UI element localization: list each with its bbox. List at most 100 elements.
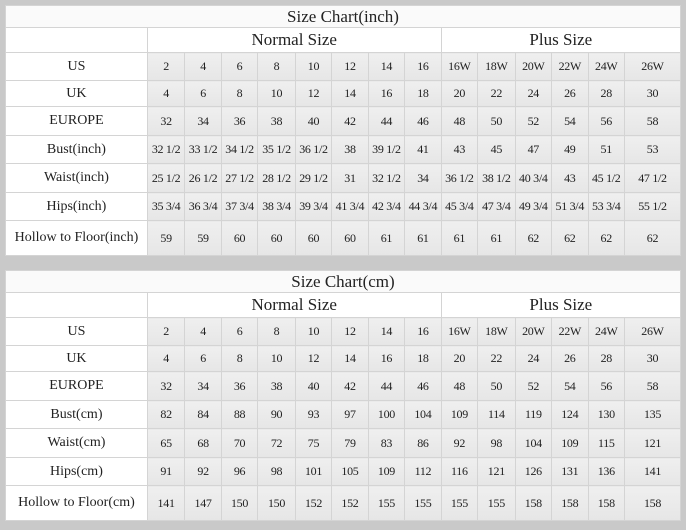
table-cell: 44	[367, 371, 406, 401]
table-cell: 27 1/2	[220, 163, 259, 193]
table-cell: 36 1/2	[294, 135, 333, 164]
table-cell: 75	[294, 428, 333, 458]
header-blank-cell	[5, 292, 148, 318]
table-cell: 59	[146, 220, 186, 256]
table-cell: 28	[587, 345, 626, 372]
row-label: Hollow to Floor(inch)	[5, 220, 148, 256]
table-cell: 35 3/4	[146, 192, 186, 221]
table-cell: 90	[257, 400, 296, 429]
table-cell: 38	[331, 135, 369, 164]
table-cell: 50	[477, 106, 516, 136]
table-cell: 58	[623, 106, 682, 136]
table-cell: 10	[257, 345, 296, 372]
title-row: Size Chart(cm)	[5, 270, 681, 293]
table-cell: 60	[294, 220, 333, 256]
table-cell: 49	[551, 135, 589, 164]
table-cell: 30	[623, 80, 682, 107]
table-cell: 26	[551, 80, 589, 107]
table-cell: 16W	[440, 317, 479, 346]
table-cell: 12	[294, 80, 333, 107]
table-row: Waist(inch) 25 1/2 26 1/2 27 1/2 28 1/2 29 1/…	[5, 163, 682, 193]
table-cell: 34	[184, 106, 222, 136]
table-row: US 2 4 6 8 10 12 14 16 16W 18W 20W 22W 24W 26W	[5, 317, 681, 346]
table-cell: 14	[331, 345, 369, 372]
table-cell: 34	[404, 163, 442, 193]
table-cell: 150	[257, 485, 296, 521]
table-cell: 101	[294, 457, 333, 486]
table-row: Waist(cm) 65 68 70 72 75 79 83 86 92 98 104 109 115 12…	[5, 428, 681, 458]
group-header-row: Normal Size Plus Size	[5, 27, 682, 53]
table-cell: 2	[146, 52, 186, 81]
table-cell: 50	[477, 371, 516, 401]
row-label: US	[5, 317, 148, 346]
table-cell: 18W	[477, 317, 516, 346]
table-cell: 114	[477, 400, 516, 429]
table-cell: 24	[514, 80, 553, 107]
table-cell: 61	[477, 220, 516, 256]
table-cell: 92	[440, 428, 479, 458]
table-cell: 37 3/4	[220, 192, 259, 221]
table-cell: 147	[184, 485, 222, 521]
table-cell: 12	[294, 345, 333, 372]
table-cell: 45	[477, 135, 516, 164]
table-cell: 150	[220, 485, 259, 521]
table-cell: 135	[624, 400, 681, 429]
table-cell: 44	[367, 106, 406, 136]
table-cell: 91	[146, 457, 186, 486]
table-cell: 104	[514, 428, 553, 458]
table-cell: 43	[440, 135, 479, 164]
table-cell: 158	[551, 485, 589, 521]
table-cell: 84	[184, 400, 222, 429]
table-cell: 6	[220, 317, 259, 346]
table-cell: 72	[257, 428, 296, 458]
table-cell: 38 1/2	[477, 163, 516, 193]
table-cell: 24	[514, 345, 553, 372]
table-cell: 105	[331, 457, 369, 486]
table-cell: 29 1/2	[294, 163, 333, 193]
table-cell: 4	[184, 317, 222, 346]
table-cell: 47 3/4	[477, 192, 516, 221]
table-cell: 20	[440, 80, 479, 107]
table-cell: 119	[514, 400, 553, 429]
row-label: Bust(cm)	[5, 400, 148, 429]
table-cell: 8	[220, 345, 259, 372]
table-cell: 10	[257, 80, 296, 107]
table-row: EUROPE 32 34 36 38 40 42 44 46 48 50 52 54 56 58	[5, 106, 682, 136]
table-cell: 48	[440, 106, 479, 136]
table-cell: 88	[220, 400, 259, 429]
group-header-row: Normal Size Plus Size	[5, 292, 682, 318]
size-chart-inch-table: Size Chart(inch) Normal Size Plus Size US 2 4…	[5, 5, 682, 256]
table-cell: 53	[623, 135, 682, 164]
table-cell: 52	[514, 371, 553, 401]
table-cell: 18	[404, 80, 442, 107]
table-cell: 8	[220, 80, 259, 107]
table-row: UK 4 6 8 10 12 14 16 18 20 22 24 26 28 30	[5, 345, 681, 372]
table-cell: 28 1/2	[257, 163, 296, 193]
table-cell: 47 1/2	[623, 163, 682, 193]
table-cell: 61	[404, 220, 442, 256]
table-cell: 39 1/2	[367, 135, 406, 164]
table-cell: 116	[440, 457, 479, 486]
table-cell: 4	[184, 52, 222, 81]
table-cell: 46	[404, 106, 442, 136]
table-cell: 60	[331, 220, 369, 256]
row-label: EUROPE	[5, 106, 148, 136]
table-cell: 33 1/2	[184, 135, 222, 164]
table-row: EUROPE 32 34 36 38 40 42 44 46 48 50 52 54 56 58	[5, 371, 681, 401]
table-row: US 2 4 6 8 10 12 14 16 16W 18W 20W 22W 24W 26W	[5, 52, 682, 81]
table-cell: 36 1/2	[440, 163, 479, 193]
row-label: UK	[5, 80, 148, 107]
table-cell: 61	[440, 220, 479, 256]
row-label: Waist(cm)	[5, 428, 148, 458]
table-cell: 52	[514, 106, 553, 136]
table-cell: 109	[440, 400, 479, 429]
table-cell: 68	[184, 428, 222, 458]
table-cell: 130	[587, 400, 626, 429]
table-cell: 62	[587, 220, 625, 256]
table-cell: 112	[404, 457, 442, 486]
table-cell: 141	[624, 457, 681, 486]
table-row: Hollow to Floor(inch) 59 59 60 60 60 60 61 61 61 6…	[5, 220, 682, 256]
table-cell: 136	[587, 457, 626, 486]
table-cell: 6	[184, 80, 222, 107]
table-cell: 93	[294, 400, 333, 429]
